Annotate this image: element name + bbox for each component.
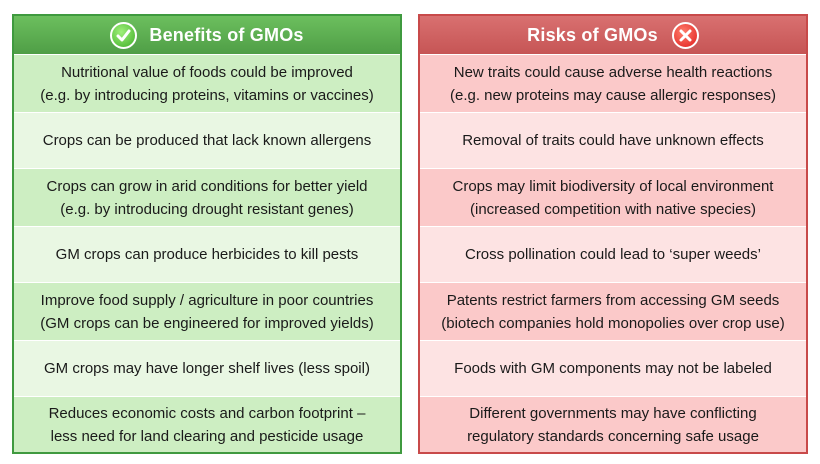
x-icon <box>671 21 699 49</box>
benefits-title: Benefits of GMOs <box>149 24 304 45</box>
risks-title: Risks of GMOs <box>527 24 658 45</box>
risk-row: New traits could cause adverse health re… <box>420 54 806 112</box>
risk-row: Cross pollination could lead to ‘super w… <box>420 226 806 282</box>
risks-header: Risks of GMOs <box>420 16 806 54</box>
benefits-header: Benefits of GMOs <box>14 16 400 54</box>
benefit-row: Reduces economic costs and carbon footpr… <box>14 396 400 452</box>
risk-row: Removal of traits could have unknown eff… <box>420 112 806 168</box>
benefit-row: Improve food supply / agriculture in poo… <box>14 282 400 340</box>
risk-row: Crops may limit biodiversity of local en… <box>420 168 806 226</box>
benefit-row: Crops can be produced that lack known al… <box>14 112 400 168</box>
benefit-row: GM crops can produce herbicides to kill … <box>14 226 400 282</box>
risk-row: Foods with GM components may not be labe… <box>420 340 806 396</box>
benefits-table: Benefits of GMOs Nutritional value of fo… <box>12 14 402 454</box>
risks-table: Risks of GMOs New traits could cause adv… <box>418 14 808 454</box>
check-icon <box>110 21 138 49</box>
risk-row: Patents restrict farmers from accessing … <box>420 282 806 340</box>
risk-row: Different governments may have conflicti… <box>420 396 806 452</box>
benefit-row: GM crops may have longer shelf lives (le… <box>14 340 400 396</box>
benefit-row: Nutritional value of foods could be impr… <box>14 54 400 112</box>
benefit-row: Crops can grow in arid conditions for be… <box>14 168 400 226</box>
